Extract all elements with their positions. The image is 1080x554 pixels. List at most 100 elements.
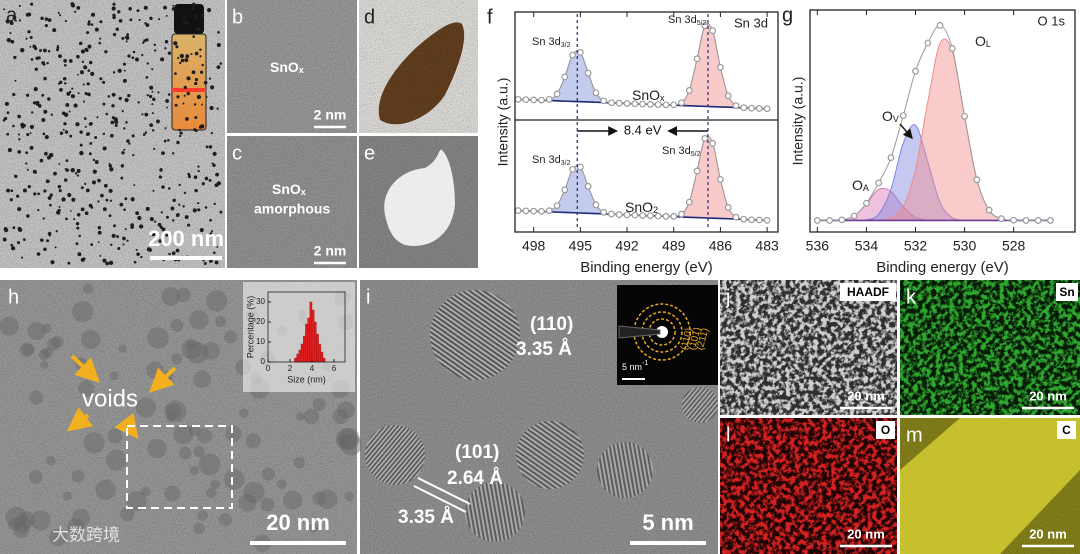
particle-dot [203,80,208,85]
particle-dot [167,93,171,96]
data-point [693,167,701,175]
subplot-label: SnO2 [625,199,658,216]
particle-dot [143,5,148,10]
particle-dot [112,13,116,17]
nanoparticle [83,432,105,454]
particle-dot [216,107,219,110]
nanoparticle [308,523,319,533]
particle-dot [123,208,126,211]
peak-label-main: Sn 3d [532,36,561,48]
nanoparticle [109,371,119,381]
particle-dot [52,28,57,33]
data-point [569,165,576,173]
particle-dot [208,259,213,263]
particle-dot [68,110,71,113]
particle-dot [122,243,125,246]
data-point [763,216,771,224]
particle-dot [57,184,62,189]
particle-dot [102,102,106,106]
particle-dot [141,53,144,57]
histogram-bar [298,349,302,363]
particle-dot [54,246,57,249]
nanoparticle [189,310,209,330]
particle-dot [77,92,80,95]
particle-dot [43,48,47,53]
nanoparticle [171,353,183,365]
particle-dot [204,206,208,209]
lattice-grain [516,421,584,489]
particle-dot [27,185,31,189]
lattice-annotation: 2.64 Å [447,468,503,489]
particle-dot [151,129,155,132]
particle-dot [102,80,106,84]
particle-dot [102,258,107,263]
particle-dot [154,220,157,223]
particle-dot [44,134,49,140]
data-point [924,39,932,47]
nanoparticle [13,522,30,539]
nanoparticle [193,522,205,535]
plane-marker [413,485,467,513]
particle-dot [196,94,202,100]
particle-dot [121,110,124,113]
data-point [670,212,678,220]
particle-dot [149,16,153,20]
particle-dot [149,123,154,128]
powder-brown [378,22,465,125]
particle-dot [58,163,61,165]
nanoparticle [66,518,86,537]
peak-label-sub: 5/2 [691,151,701,158]
particle-dot [128,142,131,145]
panel-c-text: SnOx [272,181,306,198]
particle-dot [2,237,7,242]
data-point [685,87,693,94]
particle-dot [109,199,113,202]
particle-dot [197,169,200,173]
particle-dot [25,37,28,40]
particle-dot [85,48,89,53]
particle-dot [26,214,30,218]
particle-dot [46,239,50,243]
particle-dot [190,53,193,56]
scale-bar-label: 20 nm [1029,526,1067,541]
nanoparticle [197,428,213,444]
particle-dot [159,168,163,171]
particle-dot [183,191,187,195]
particle-dot [179,131,183,135]
peak-label-sub: 3/2 [561,160,571,167]
particle-dot [32,101,37,105]
panel-label: d [364,6,375,28]
particle-dot [125,35,130,40]
particle-dot [138,18,141,22]
particle-dot [113,224,116,228]
particle-dot [207,8,212,13]
particle-dot [4,101,9,106]
particle-dot [97,230,102,235]
particle-dot [70,94,75,99]
nanoparticle [197,510,209,521]
nanoparticle [8,517,22,531]
particle-dot [175,213,180,218]
particle-dot [212,163,216,168]
data-point [584,69,592,77]
panel-c [227,136,357,268]
subplot-label-sub: x [660,93,665,103]
histogram-bar [303,335,306,363]
data-point [740,215,748,223]
particle-dot [178,203,181,206]
particle-dot [26,93,30,97]
particle-dot [91,12,96,17]
particle-dot [16,241,21,245]
particle-dot [47,18,52,22]
data-point [724,92,732,100]
y-tick-label: 0 [261,357,266,366]
x-tick-label: 536 [806,238,830,254]
element-tag: C [1062,423,1071,437]
particle-dot [217,31,220,34]
data-point [813,217,821,224]
particle-dot [12,15,17,20]
particle-dot [137,215,142,221]
particle-dot [47,231,52,236]
element-tag: O [881,423,890,437]
particle-dot [208,77,212,80]
